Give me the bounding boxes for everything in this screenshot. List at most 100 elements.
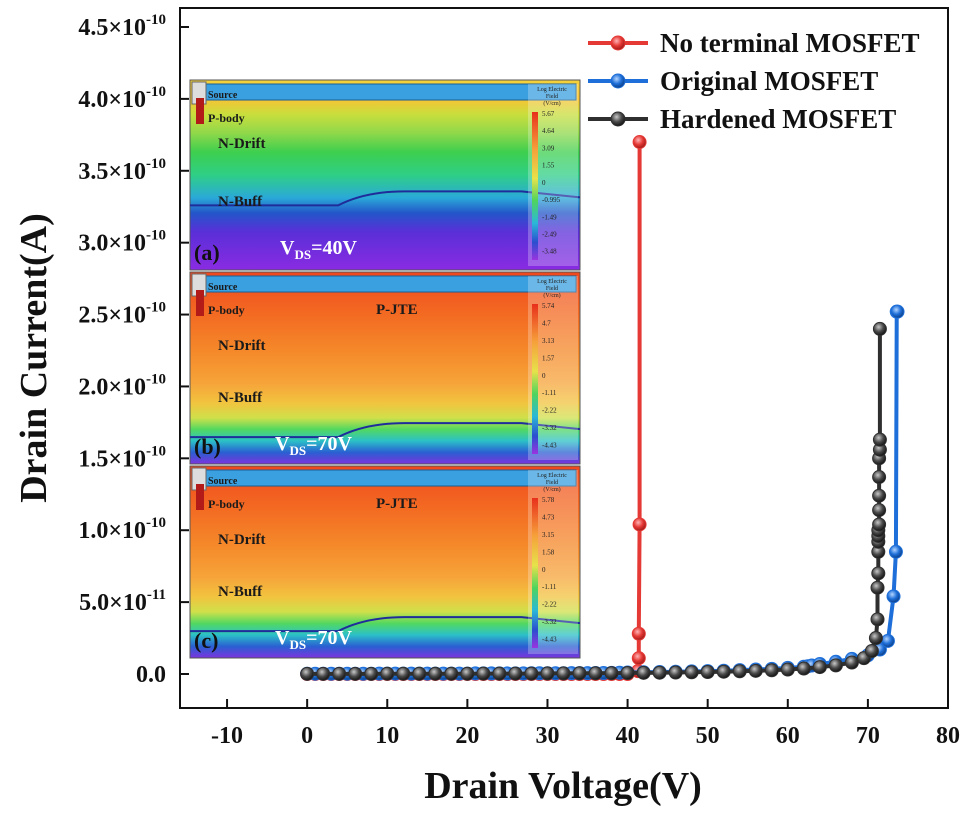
data-point bbox=[652, 665, 667, 680]
inset-scale-title: Field bbox=[546, 94, 558, 100]
inset-scale-value: 0 bbox=[542, 566, 546, 574]
inset-scale-value: 4.7 bbox=[542, 319, 551, 327]
data-point bbox=[732, 664, 747, 679]
data-point bbox=[508, 666, 523, 681]
data-point bbox=[632, 135, 647, 150]
y-tick-label: 1.0×10-10 bbox=[78, 515, 166, 544]
inset-region-label: N-Buff bbox=[218, 194, 263, 210]
inset-scale-title: (V/cm) bbox=[543, 100, 560, 107]
data-point bbox=[620, 665, 635, 680]
y-tick-label: 2.5×10-10 bbox=[78, 300, 166, 329]
x-tick-label: 40 bbox=[616, 723, 640, 749]
inset-panel: Source P-body N-Drift N-Buff P-JTE (b) VDS=70V… bbox=[189, 271, 581, 465]
inset-nbuff-boundary bbox=[190, 616, 581, 633]
x-tick-label: -10 bbox=[211, 723, 243, 749]
data-point bbox=[764, 663, 779, 678]
data-point bbox=[396, 666, 411, 681]
legend-item: Original MOSFET bbox=[588, 66, 878, 96]
tcad-insets: Source P-body N-Drift N-Buff (a) VDS=40V Log E… bbox=[189, 79, 581, 659]
inset-scale-title: Log Electric bbox=[537, 473, 567, 479]
data-point bbox=[812, 660, 827, 675]
inset-oxide-layer bbox=[197, 469, 577, 487]
data-point bbox=[872, 517, 887, 532]
x-tick-label: 60 bbox=[776, 723, 800, 749]
inset-scale-value: -3.32 bbox=[542, 618, 557, 626]
inset-pjte-label: P-JTE bbox=[376, 302, 418, 318]
inset-scale-title: (V/cm) bbox=[543, 486, 560, 493]
inset-scale-value: 1.58 bbox=[542, 548, 555, 556]
inset-scale-value: 3.09 bbox=[542, 144, 555, 152]
data-point bbox=[716, 664, 731, 679]
data-point bbox=[871, 566, 886, 581]
inset-region-label: Source bbox=[208, 90, 238, 101]
x-tick-label: 30 bbox=[535, 723, 559, 749]
inset-scale-bar bbox=[532, 304, 538, 454]
inset-scale-value: -4.43 bbox=[542, 442, 557, 450]
inset-scale-value: 4.73 bbox=[542, 513, 555, 521]
legend-item: Hardened MOSFET bbox=[588, 104, 896, 134]
data-point bbox=[540, 666, 555, 681]
inset-scale-value: -2.22 bbox=[542, 407, 557, 415]
data-point bbox=[524, 666, 539, 681]
inset-scale-value: 1.55 bbox=[542, 162, 555, 170]
inset-scale-bar bbox=[532, 498, 538, 648]
y-tick-label: 4.0×10-10 bbox=[78, 84, 166, 113]
inset-panel-letter: (b) bbox=[194, 434, 221, 459]
legend-label: No terminal MOSFET bbox=[660, 28, 919, 58]
x-axis: -10 0 10 20 30 40 50 60 70 80 bbox=[211, 699, 960, 749]
y-tick-label: 5.0×10-11 bbox=[79, 587, 166, 616]
data-point bbox=[880, 633, 895, 648]
inset-region-label: N-Drift bbox=[218, 532, 265, 548]
data-point bbox=[588, 666, 603, 681]
inset-scale-value: 5.67 bbox=[542, 110, 555, 118]
inset-scale-value: -4.43 bbox=[542, 636, 557, 644]
x-tick-label: 0 bbox=[301, 723, 313, 749]
data-point bbox=[428, 666, 443, 681]
x-tick-label: 10 bbox=[375, 723, 399, 749]
data-point bbox=[870, 612, 885, 627]
series-hardened bbox=[300, 321, 887, 681]
data-point bbox=[572, 666, 587, 681]
inset-scale-value: 3.13 bbox=[542, 337, 555, 345]
inset-oxide-layer bbox=[197, 83, 577, 101]
data-point bbox=[748, 663, 763, 678]
data-point bbox=[872, 432, 887, 447]
data-point bbox=[300, 666, 315, 681]
inset-scale-value: -1.11 bbox=[542, 583, 557, 591]
inset-panel: Source P-body N-Drift N-Buff (a) VDS=40V Log E… bbox=[189, 79, 581, 271]
inset-scale-title: Field bbox=[546, 480, 558, 486]
inset-scale-value: 5.78 bbox=[542, 496, 555, 504]
data-point bbox=[870, 580, 885, 595]
data-point bbox=[700, 664, 715, 679]
inset-scale-value: -3.48 bbox=[542, 248, 557, 256]
inset-scale-value: -2.49 bbox=[542, 230, 557, 238]
inset-scale-value: 0 bbox=[542, 372, 546, 380]
inset-region-label: P-body bbox=[208, 497, 245, 511]
inset-pbody-well bbox=[196, 98, 204, 124]
inset-nbuff-boundary bbox=[190, 422, 581, 439]
inset-scale-value: 4.64 bbox=[542, 127, 555, 135]
inset-scale-bar bbox=[532, 112, 538, 260]
y-tick-label: 4.5×10-10 bbox=[78, 12, 166, 41]
inset-region-label: P-body bbox=[208, 111, 245, 125]
inset-pjte-label: P-JTE bbox=[376, 496, 418, 512]
inset-region-label: N-Drift bbox=[218, 136, 265, 152]
data-point bbox=[828, 658, 843, 673]
data-point bbox=[364, 666, 379, 681]
inset-scale-value: 1.57 bbox=[542, 354, 555, 362]
data-point bbox=[872, 503, 887, 518]
data-point bbox=[872, 488, 887, 503]
inset-scale-value: 5.74 bbox=[542, 302, 555, 310]
legend-swatch-marker bbox=[610, 35, 626, 51]
inset-vds-label: VDS=70V bbox=[275, 627, 352, 652]
y-tick-label: 2.0×10-10 bbox=[78, 371, 166, 400]
data-point bbox=[380, 666, 395, 681]
inset-oxide-layer bbox=[197, 275, 577, 293]
inset-region-label: Source bbox=[208, 282, 238, 293]
inset-nbuff-boundary bbox=[190, 190, 581, 207]
data-point bbox=[444, 666, 459, 681]
data-point bbox=[316, 666, 331, 681]
inset-region-label: N-Drift bbox=[218, 338, 265, 354]
inset-scale-value: 3.15 bbox=[542, 531, 555, 539]
data-point bbox=[780, 662, 795, 677]
